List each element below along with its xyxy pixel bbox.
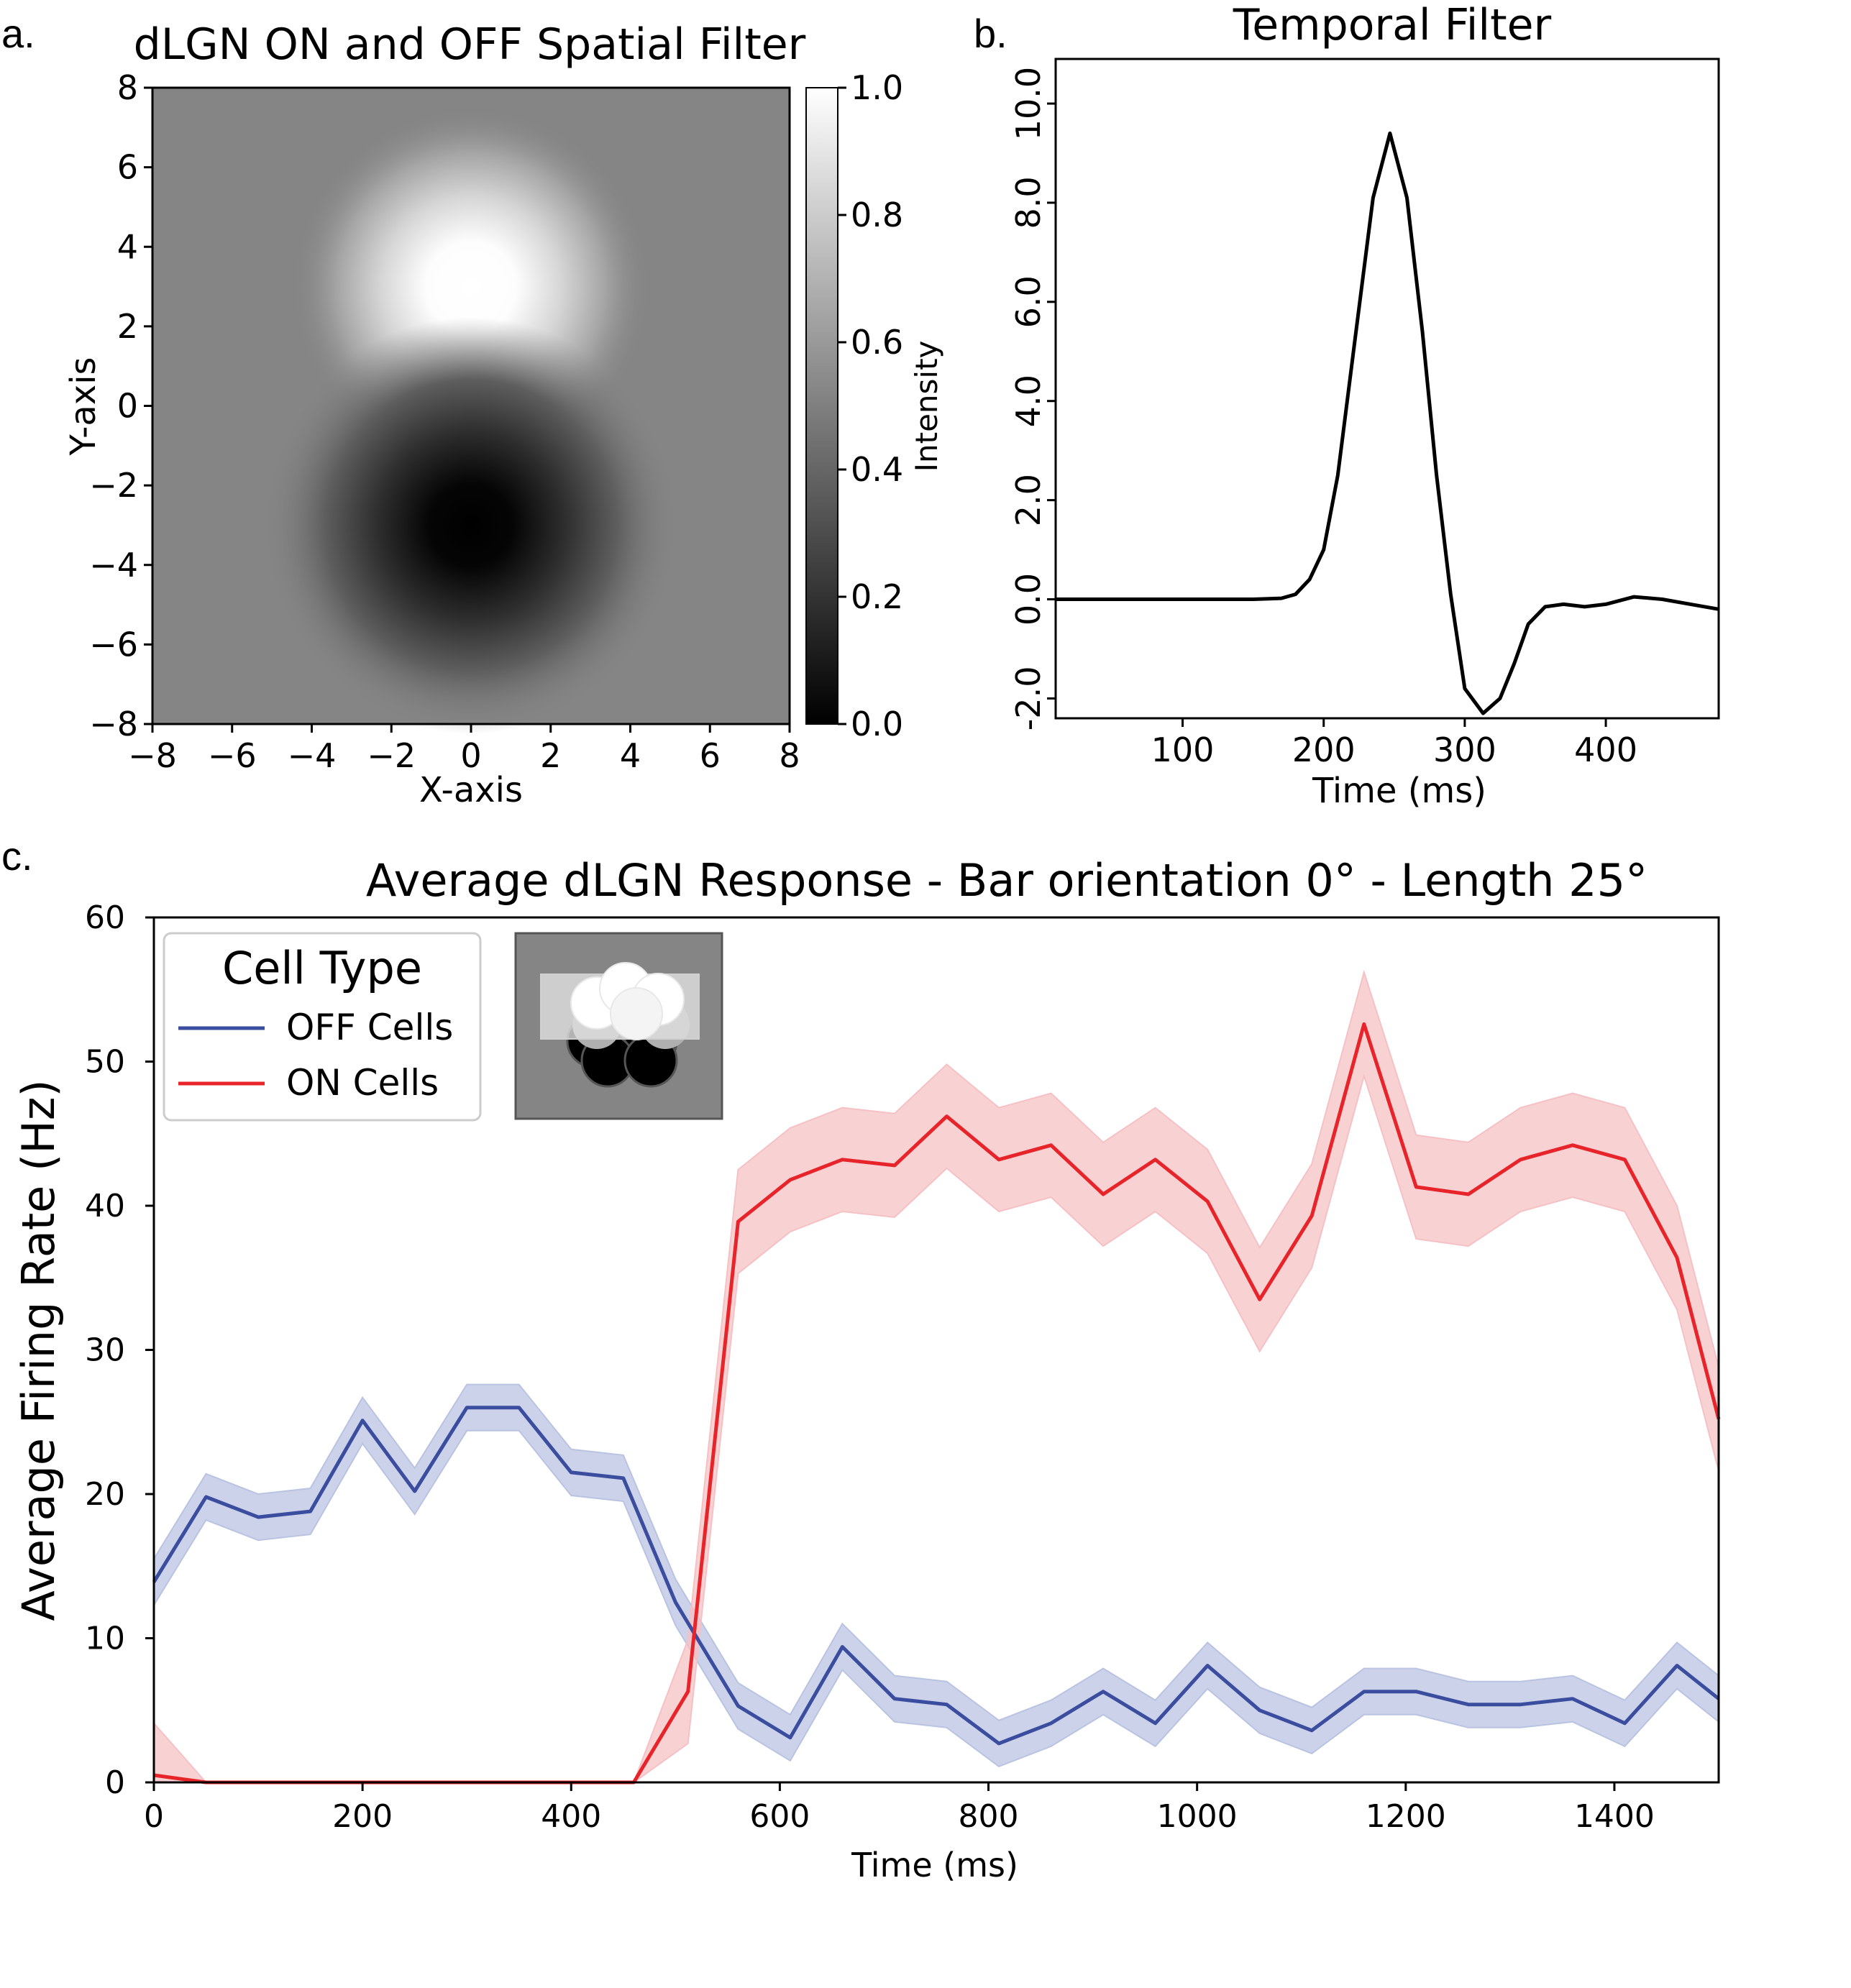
legend-label-on: ON Cells (286, 1062, 439, 1104)
panel-c-x-tick-label: 1200 (1366, 1798, 1446, 1835)
colorbar: 0.0 0.2 0.4 0.6 0.8 1.0 Intensity (805, 68, 944, 743)
panel-b-x-tick-label: 100 (1151, 730, 1215, 769)
panel-b: b. Temporal Filter 100 200 300 400 -2.0 0.0 2… (974, 0, 1720, 811)
panel-c-y-tick-label: 30 (85, 1332, 125, 1369)
panel-c-y-tick-label: 40 (85, 1188, 125, 1224)
stimulus-inset (514, 932, 723, 1120)
panel-a-x-tick-label: −6 (208, 736, 257, 775)
panel-a-y-tick-label: 4 (117, 227, 138, 266)
panel-c-y-tick-label: 0 (105, 1764, 125, 1801)
panel-b-y-ticks: -2.0 0.0 2.0 4.0 6.0 8.0 10.0 (1009, 67, 1056, 730)
panel-c-y-tick-label: 10 (85, 1621, 125, 1657)
inset-on-cell (610, 987, 663, 1040)
panel-a-x-tick-label: −8 (128, 736, 177, 775)
panel-a-y-tick-label: −2 (89, 466, 138, 505)
panel-b-frame (1054, 58, 1720, 720)
panel-c-title: Average dLGN Response - Bar orientation … (366, 854, 1647, 907)
panel-c-y-tick-label: 60 (85, 899, 125, 936)
panel-a-heatmap (151, 86, 791, 734)
panel-c-x-tick-label: 1000 (1157, 1798, 1238, 1835)
panel-a-letter: a. (1, 11, 35, 56)
panel-a-x-tick-label: −2 (367, 736, 416, 775)
panel-a-x-tick-label: 4 (620, 736, 641, 775)
panel-b-x-label: Time (ms) (1312, 771, 1486, 811)
panel-b-y-tick-label: 8.0 (1009, 176, 1048, 229)
panel-a-y-tick-label: −8 (89, 705, 138, 743)
panel-a-y-tick-label: 8 (117, 68, 138, 107)
legend-title: Cell Type (222, 942, 422, 994)
panel-a-y-label: Y-axis (63, 357, 104, 456)
panel-b-x-tick-label: 200 (1292, 730, 1356, 769)
panel-c-x-tick-label: 400 (541, 1798, 601, 1835)
panel-a-x-tick-label: −4 (288, 736, 337, 775)
panel-b-letter: b. (974, 11, 1007, 56)
panel-b-y-tick-label: 6.0 (1009, 275, 1048, 328)
colorbar-tick-label: 1.0 (851, 68, 903, 107)
panel-a-y-tick-label: −4 (89, 546, 138, 585)
colorbar-gradient (805, 87, 838, 725)
panel-b-y-tick-label: 2.0 (1009, 474, 1048, 526)
panel-b-y-tick-label: -2.0 (1009, 667, 1048, 731)
off-subregion-blob (262, 317, 680, 734)
panel-a-x-tick-label: 2 (540, 736, 561, 775)
inset-on-cells (570, 962, 685, 1040)
panel-c-x-tick-label: 800 (959, 1798, 1019, 1835)
panel-b-y-tick-label: 4.0 (1009, 375, 1048, 427)
panel-c-x-label: Time (ms) (851, 1846, 1018, 1884)
panel-b-title: Temporal Filter (1233, 0, 1552, 50)
temporal-filter-line (1056, 131, 1719, 715)
panel-a-y-tick-label: 0 (117, 387, 138, 426)
panel-c-letter: c. (1, 833, 33, 879)
legend-label-off: OFF Cells (286, 1007, 453, 1048)
colorbar-tick-label: 0.0 (851, 705, 903, 743)
panel-c-x-tick-label: 0 (144, 1798, 164, 1835)
panel-c: c. Average dLGN Response - Bar orientati… (1, 833, 1721, 1884)
panel-c-x-ticks: 0 200 400 600 800 1000 1200 1400 (144, 1782, 1655, 1835)
panel-c-y-tick-label: 20 (85, 1476, 125, 1513)
legend: Cell Type OFF Cells ON Cells (163, 932, 482, 1122)
panel-c-y-tick-label: 50 (85, 1044, 125, 1081)
colorbar-label: Intensity (909, 341, 944, 472)
panel-a-x-label: X-axis (419, 770, 523, 810)
panel-a-x-tick-label: 6 (700, 736, 721, 775)
panel-a-y-tick-label: −6 (89, 625, 138, 664)
colorbar-ticks: 0.0 0.2 0.4 0.6 0.8 1.0 (838, 68, 903, 743)
panel-a: a. dLGN ON and OFF Spatial Filter −8 −6 −4… (1, 11, 944, 810)
panel-c-y-label: Average Firing Rate (Hz) (12, 1079, 65, 1621)
colorbar-tick-label: 0.4 (851, 450, 903, 489)
panel-b-x-tick-label: 400 (1574, 730, 1637, 769)
colorbar-tick-label: 0.8 (851, 196, 903, 234)
series-band-off (153, 1383, 1719, 1768)
panel-a-title: dLGN ON and OFF Spatial Filter (134, 19, 806, 70)
panel-a-x-ticks: −8 −6 −4 −2 0 2 4 6 8 (128, 724, 800, 775)
panel-c-x-tick-label: 200 (332, 1798, 393, 1835)
legend-box (163, 932, 482, 1122)
panel-a-x-tick-label: 0 (460, 736, 481, 775)
panel-c-x-tick-label: 600 (749, 1798, 810, 1835)
panel-a-y-ticks: −8 −6 −4 −2 0 2 4 6 8 (89, 68, 152, 743)
panel-a-y-tick-label: 6 (117, 148, 138, 187)
colorbar-tick-label: 0.2 (851, 577, 903, 616)
panel-c-x-tick-label: 1400 (1574, 1798, 1655, 1835)
panel-b-x-tick-label: 300 (1433, 730, 1496, 769)
panel-a-y-tick-label: 2 (117, 307, 138, 346)
panel-b-y-tick-label: 10.0 (1009, 67, 1048, 140)
series-line-off (152, 1406, 1720, 1746)
panel-c-y-ticks: 0 10 20 30 40 50 60 (85, 899, 154, 1801)
panel-b-x-ticks: 100 200 300 400 (1151, 718, 1637, 769)
colorbar-tick-label: 0.6 (851, 323, 903, 362)
panel-b-y-tick-label: 0.0 (1009, 573, 1048, 626)
panel-a-x-tick-label: 8 (779, 736, 800, 775)
